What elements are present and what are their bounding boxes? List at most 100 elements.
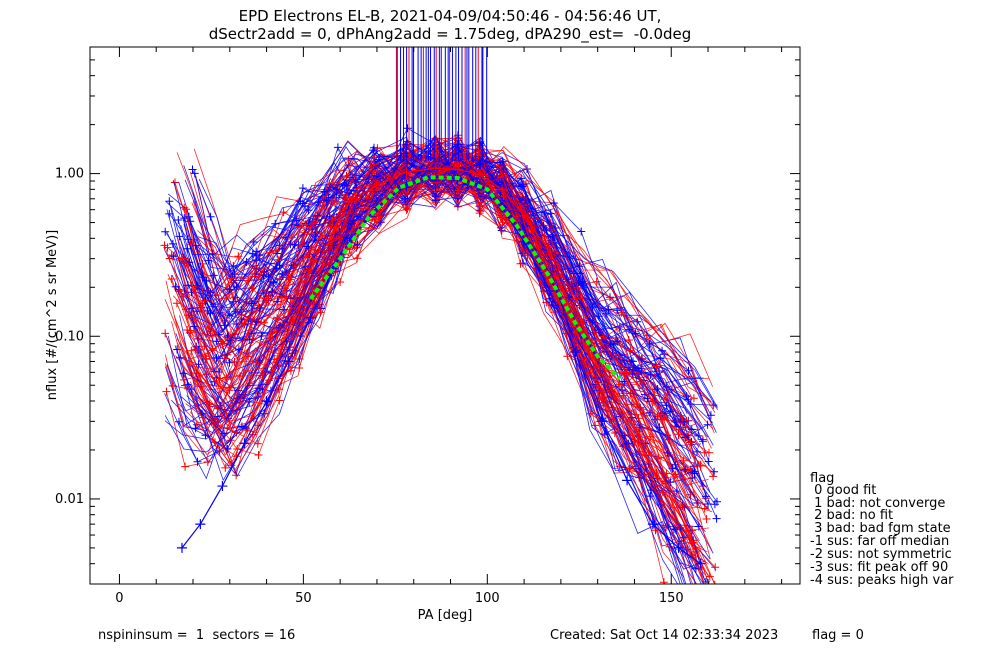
background-marker: [700, 605, 708, 613]
background-marker: [183, 244, 192, 253]
background-marker: [181, 462, 190, 471]
background-marker: [549, 230, 557, 239]
background-marker: [206, 212, 215, 221]
legend-item: 1 bad: not converge: [810, 496, 946, 511]
background-marker: [671, 470, 680, 479]
background-marker: [162, 387, 171, 396]
background-marker: [711, 605, 719, 613]
data-point-red: [305, 244, 316, 255]
background-marker: [653, 385, 662, 393]
background-marker: [225, 358, 234, 367]
data-point-red: [371, 180, 382, 191]
background-marker: [700, 448, 709, 457]
background-marker: [232, 428, 241, 437]
background-trace: [185, 176, 705, 550]
background-marker: [627, 400, 636, 409]
background-marker: [221, 463, 230, 472]
background-marker: [187, 346, 196, 355]
background-marker: [330, 197, 339, 206]
data-point-red: [261, 293, 272, 304]
legend-item: 2 bad: no fit: [810, 508, 894, 523]
background-marker: [220, 429, 228, 438]
background-marker: [161, 227, 170, 236]
background-marker: [626, 346, 635, 355]
background-marker: [714, 580, 716, 584]
y-tick-label: 0.10: [55, 329, 84, 344]
plot-frame: [89, 46, 801, 585]
background-marker: [600, 430, 609, 439]
data-point-blue: [239, 438, 250, 449]
background-marker: [661, 395, 669, 404]
background-marker: [521, 196, 530, 205]
background-marker: [167, 251, 176, 260]
background-marker: [353, 240, 362, 249]
data-point-red: [544, 246, 555, 257]
background-marker: [369, 146, 378, 155]
background-marker: [236, 372, 244, 381]
background-marker: [268, 287, 277, 296]
background-marker: [200, 296, 209, 305]
data-point-blue: [673, 542, 684, 553]
background-marker: [208, 344, 217, 353]
background-marker: [659, 578, 668, 584]
background-marker: [280, 305, 288, 314]
background-trace: [190, 162, 705, 584]
background-marker: [203, 458, 212, 466]
data-point-red: [401, 167, 412, 178]
background-marker: [712, 600, 720, 608]
background-marker: [704, 500, 712, 508]
background-marker: [253, 439, 262, 448]
data-point-blue: [570, 347, 581, 358]
background-marker: [633, 402, 642, 411]
background-marker: [684, 395, 693, 404]
data-point-red: [195, 302, 206, 313]
background-marker: [586, 409, 595, 418]
background-marker: [244, 352, 253, 361]
background-marker: [222, 294, 231, 302]
background-marker: [201, 352, 210, 361]
legend-item: -3 sus: fit peak off 90: [810, 560, 949, 575]
background-marker: [652, 362, 661, 371]
data-point-red: [430, 163, 441, 174]
legend-item: -4 sus: peaks high var: [810, 573, 954, 588]
background-marker: [335, 234, 343, 243]
background-marker: [227, 274, 236, 283]
background-marker: [564, 293, 573, 302]
background-marker: [165, 197, 174, 206]
background-marker: [188, 165, 197, 174]
background-marker: [237, 310, 246, 319]
data-point-blue: [647, 519, 658, 530]
background-marker: [563, 352, 572, 361]
background-marker: [301, 202, 310, 211]
background-marker: [709, 472, 718, 481]
background-marker: [681, 605, 689, 613]
background-marker: [190, 322, 199, 331]
background-marker: [257, 331, 266, 340]
background-marker: [254, 451, 263, 459]
background-marker: [314, 246, 323, 255]
background-marker: [703, 420, 712, 429]
x-axis-label: PA [deg]: [418, 608, 473, 623]
background-marker: [341, 201, 350, 209]
x-tick-label: 100: [475, 591, 500, 606]
background-marker: [686, 438, 695, 447]
background-marker: [182, 205, 191, 214]
data-point-red: [217, 338, 228, 349]
background-marker: [202, 276, 211, 285]
legend-item: -2 sus: not symmetric: [810, 547, 952, 562]
background-marker: [231, 307, 240, 316]
data-point-red: [176, 253, 187, 264]
background-marker: [333, 143, 342, 152]
background-marker: [161, 329, 170, 338]
y-tick-label: 0.01: [55, 492, 84, 507]
footer-sector-info: nspininsum = 1 sectors = 16: [98, 628, 296, 643]
background-marker: [689, 394, 698, 403]
data-point-blue: [305, 312, 316, 323]
chart-title-line2: dSectr2add = 0, dPhAng2add = 1.75deg, dP…: [208, 25, 692, 43]
background-marker: [353, 254, 362, 263]
data-point-blue: [283, 356, 294, 367]
background-marker: [165, 254, 174, 263]
data-point-red: [452, 164, 463, 175]
x-tick-label: 0: [115, 591, 123, 606]
